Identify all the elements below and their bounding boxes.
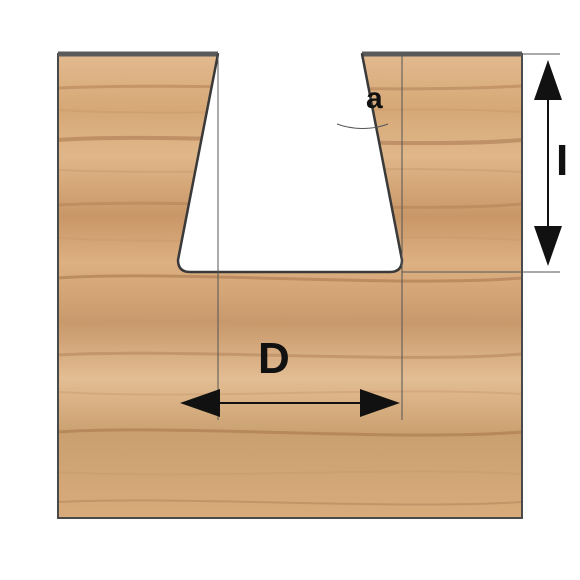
label-a: a	[366, 82, 383, 116]
label-d: D	[258, 334, 290, 384]
diagram-svg	[0, 0, 580, 580]
diagram-stage: D I a	[0, 0, 580, 580]
label-i: I	[556, 136, 568, 186]
wood-block	[58, 54, 522, 518]
